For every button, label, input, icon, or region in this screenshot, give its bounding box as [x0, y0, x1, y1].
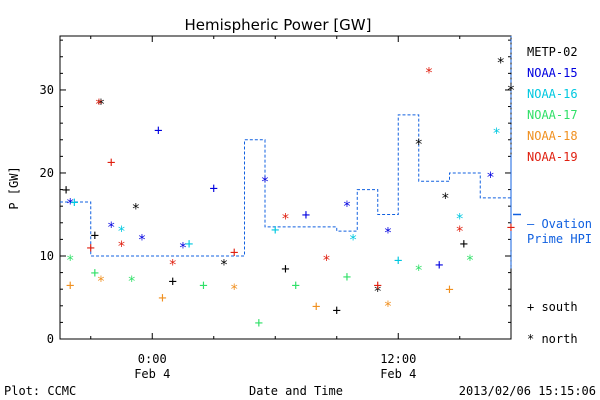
- north-point-noaa-19: *: [169, 257, 177, 273]
- north-point-metp-02: *: [415, 137, 423, 153]
- y-tick-label: 0: [47, 332, 54, 346]
- legend-noaa-18: NOAA-18: [527, 129, 578, 143]
- south-point-metp-02: +: [460, 237, 468, 253]
- ovation-legend-line1: — Ovation: [527, 217, 592, 231]
- plot-credit: Plot: CCMC: [4, 384, 76, 398]
- south-point-noaa-18: +: [445, 282, 453, 298]
- north-point-noaa-19: *: [456, 224, 464, 240]
- north-point-noaa-15: *: [384, 226, 392, 242]
- north-point-noaa-16: *: [349, 232, 357, 248]
- y-tick-label: 10: [40, 249, 54, 263]
- north-point-noaa-16: *: [117, 224, 125, 240]
- south-point-noaa-19: +: [230, 245, 238, 261]
- y-tick-label: 20: [40, 166, 54, 180]
- south-point-noaa-18: +: [66, 278, 74, 294]
- north-point-noaa-18: *: [97, 274, 105, 290]
- south-point-noaa-17: +: [292, 278, 300, 294]
- south-point-noaa-17: +: [343, 270, 351, 286]
- south-point-noaa-16: +: [271, 222, 279, 238]
- south-point-noaa-16: +: [70, 195, 78, 211]
- south-point-noaa-18: +: [158, 290, 166, 306]
- plot-frame: [59, 35, 512, 340]
- north-point-noaa-18: *: [230, 282, 238, 298]
- north-point-noaa-16: *: [492, 126, 500, 142]
- north-point-noaa-15: *: [138, 232, 146, 248]
- legend-noaa-19: NOAA-19: [527, 150, 578, 164]
- north-point-metp-02: *: [507, 83, 515, 99]
- south-legend: + south: [527, 300, 578, 314]
- legend: — Ovation Prime HPI + south * north METP…: [527, 45, 592, 346]
- north-point-noaa-19: *: [281, 212, 289, 228]
- north-point-metp-02: *: [97, 97, 105, 113]
- south-point-noaa-15: +: [302, 207, 310, 223]
- north-point-metp-02: *: [441, 191, 449, 207]
- south-point-metp-02: +: [62, 183, 70, 199]
- north-point-metp-02: *: [374, 284, 382, 300]
- north-point-noaa-18: *: [384, 299, 392, 315]
- north-point-metp-02: *: [220, 257, 228, 273]
- south-point-noaa-19: +: [107, 155, 115, 171]
- south-point-metp-02: +: [169, 274, 177, 290]
- south-point-noaa-15: +: [210, 181, 218, 197]
- south-point-noaa-19: +: [374, 278, 382, 294]
- south-point-noaa-15: +: [435, 257, 443, 273]
- legend-noaa-16: NOAA-16: [527, 87, 578, 101]
- ovation-series: [60, 36, 521, 269]
- north-point-noaa-15: *: [343, 199, 351, 215]
- south-point-noaa-19: +: [507, 220, 515, 236]
- north-point-metp-02: *: [497, 56, 505, 72]
- south-point-metp-02: +: [281, 261, 289, 277]
- data-points: +*+*+* ++***+*****+*+ *+**+*+*++*+***+* +++…: [62, 56, 515, 332]
- north-point-noaa-19: *: [117, 239, 125, 255]
- x-tick-time: 0:00: [138, 352, 167, 366]
- north-point-noaa-19: *: [322, 253, 330, 269]
- north-point-noaa-15: *: [66, 197, 74, 213]
- x-tick-time: 12:00: [380, 352, 416, 366]
- south-point-noaa-16: +: [394, 253, 402, 269]
- south-point-noaa-15: +: [154, 123, 162, 139]
- north-point-noaa-15: *: [261, 174, 269, 190]
- north-point-noaa-17: *: [128, 274, 136, 290]
- plot-timestamp: 2013/02/06 15:15:06: [459, 384, 596, 398]
- legend-noaa-15: NOAA-15: [527, 66, 578, 80]
- north-point-noaa-17: *: [415, 263, 423, 279]
- legend-metp-02: METP-02: [527, 45, 578, 59]
- south-point-metp-02: +: [333, 303, 341, 319]
- north-point-noaa-19: *: [95, 97, 103, 113]
- south-point-noaa-17: +: [199, 278, 207, 294]
- north-point-noaa-19: *: [425, 66, 433, 82]
- north-point-noaa-15: *: [179, 241, 187, 257]
- y-tick-label: 30: [40, 83, 54, 97]
- y-axis-label: P [GW]: [7, 166, 21, 209]
- x-tick-date: Feb 4: [380, 367, 416, 381]
- south-point-noaa-17: +: [91, 266, 99, 282]
- north-point-noaa-16: *: [456, 212, 464, 228]
- chart-title: Hemispheric Power [GW]: [185, 16, 372, 34]
- ovation-step-line: [60, 36, 512, 269]
- south-point-noaa-16: +: [185, 237, 193, 253]
- x-axis-label: Date and Time: [249, 384, 343, 398]
- legend-noaa-17: NOAA-17: [527, 108, 578, 122]
- north-legend: * north: [527, 332, 578, 346]
- south-point-noaa-18: +: [312, 299, 320, 315]
- north-point-noaa-15: *: [486, 170, 494, 186]
- south-point-metp-02: +: [91, 228, 99, 244]
- ovation-legend-line2: Prime HPI: [527, 232, 592, 246]
- north-point-noaa-17: *: [66, 253, 74, 269]
- y-axis: 0 10 20 30: [40, 39, 511, 346]
- north-point-noaa-17: *: [466, 253, 474, 269]
- x-tick-date: Feb 4: [134, 367, 170, 381]
- south-point-noaa-17: +: [255, 315, 263, 331]
- south-point-noaa-19: +: [87, 241, 95, 257]
- north-point-metp-02: *: [132, 202, 140, 218]
- north-point-noaa-15: *: [107, 220, 115, 236]
